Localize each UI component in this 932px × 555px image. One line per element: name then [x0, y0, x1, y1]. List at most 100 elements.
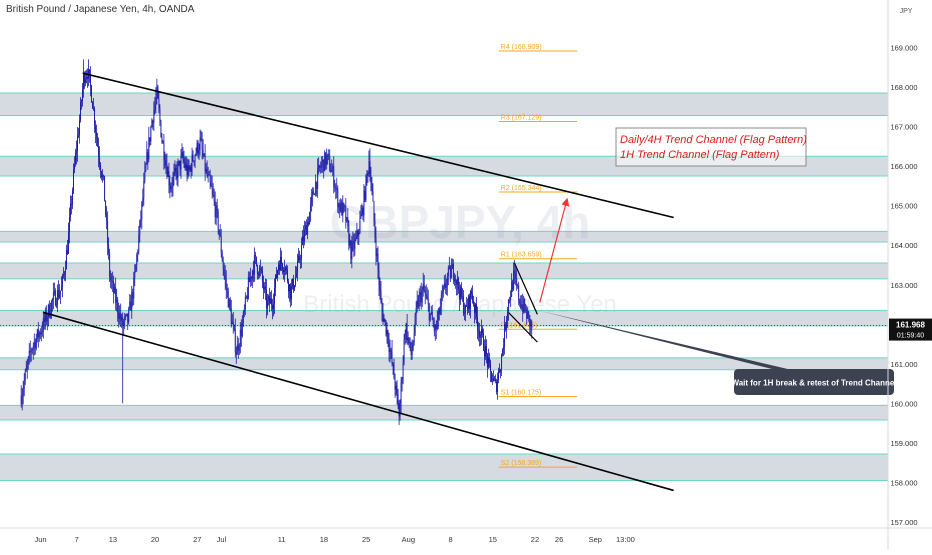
candle-body [434, 325, 436, 331]
candle-body [43, 318, 45, 322]
candle-body [395, 385, 397, 390]
support-resistance-zone [0, 405, 888, 421]
candle-body [293, 278, 295, 290]
candle-body [167, 171, 169, 177]
candle-body [98, 146, 100, 157]
candle-body [453, 277, 455, 281]
candle-body [190, 166, 192, 172]
candle-body [302, 236, 304, 246]
candle-body [136, 255, 138, 266]
candle-body [290, 284, 291, 300]
candle-body [153, 110, 155, 123]
candle-body [398, 403, 400, 417]
candle-body [92, 102, 94, 109]
y-tick-label: 158.000 [890, 479, 917, 488]
candle-body [171, 186, 173, 188]
candle-body [234, 329, 236, 353]
candle-body [375, 237, 377, 256]
candle-body [381, 302, 383, 312]
candle-body [449, 266, 451, 279]
candle-body [224, 275, 226, 280]
candle-body [408, 337, 410, 344]
candle-body [172, 177, 174, 187]
candle-body [255, 256, 257, 266]
candle-body [296, 273, 298, 277]
candle-body [281, 256, 282, 264]
candle-body [156, 86, 158, 98]
candle-body [362, 207, 364, 216]
candle-body [157, 86, 159, 99]
candle-body [83, 74, 84, 90]
candle-body [176, 170, 178, 178]
candle-body [210, 182, 212, 187]
candle-body [154, 104, 156, 111]
candle-body [470, 290, 472, 295]
breakout-arrow[interactable] [539, 197, 570, 303]
candle-body [492, 381, 493, 382]
x-tick-label: 25 [362, 535, 370, 544]
x-tick-label: 13:00 [616, 535, 635, 544]
candle-body [282, 263, 283, 271]
candle-body [164, 160, 166, 165]
candle-body [233, 325, 235, 330]
candle-body [496, 381, 498, 392]
x-tick-label: Jun [34, 535, 46, 544]
candle-body [278, 264, 279, 271]
candle-body [73, 169, 74, 191]
candle-body [174, 168, 176, 173]
candle-body [297, 261, 299, 274]
candle-body [494, 378, 496, 380]
candle-body [331, 169, 333, 172]
candle-body [47, 304, 49, 318]
channel-lower-trendline[interactable] [43, 311, 674, 492]
candle-body [376, 253, 378, 256]
candle-body [388, 342, 390, 352]
candle-body [44, 311, 46, 322]
candle-body [77, 136, 78, 152]
candle-body [423, 283, 425, 291]
candle-body [35, 338, 37, 349]
candle-body [482, 328, 483, 334]
candle-body [330, 170, 332, 172]
candle-body [401, 379, 403, 383]
pivot-label: R4 (168.909) [501, 44, 542, 51]
candle-body [474, 304, 475, 313]
candle-body [450, 268, 452, 279]
candle-body [46, 317, 48, 322]
flag-upper-trendline[interactable] [513, 262, 538, 315]
callout-box[interactable] [734, 369, 894, 395]
y-tick-label: 164.000 [890, 241, 917, 250]
candle-body [351, 243, 353, 260]
candle-body [383, 319, 385, 322]
candle-body [243, 308, 245, 313]
pivot-label: R2 (165.344) [501, 185, 542, 192]
candle-body [314, 194, 316, 196]
candle-body [440, 294, 442, 307]
candle-body [345, 206, 347, 222]
current-price-value: 161.968 [896, 321, 925, 330]
candle-body [264, 286, 266, 290]
candle-body [105, 201, 107, 215]
candle-body [159, 108, 161, 121]
candle-body [130, 301, 132, 311]
candle-body [385, 320, 387, 335]
candle-body [461, 296, 463, 298]
candle-body [179, 160, 181, 170]
candle-body [490, 362, 491, 372]
candle-body [165, 164, 167, 165]
y-tick-label: 163.000 [890, 281, 917, 290]
annotation-box[interactable] [615, 127, 807, 167]
channel-upper-trendline[interactable] [82, 72, 674, 219]
candle-body [254, 254, 256, 257]
candle-body [160, 120, 162, 137]
candle-body [95, 125, 97, 133]
candle-body [135, 265, 137, 272]
candle-body [62, 274, 64, 276]
candle-body [504, 324, 506, 347]
candle-body [304, 229, 306, 241]
flag-lower-trendline[interactable] [507, 312, 538, 343]
candle-body [59, 290, 61, 294]
x-tick-label: Sep [589, 535, 602, 544]
